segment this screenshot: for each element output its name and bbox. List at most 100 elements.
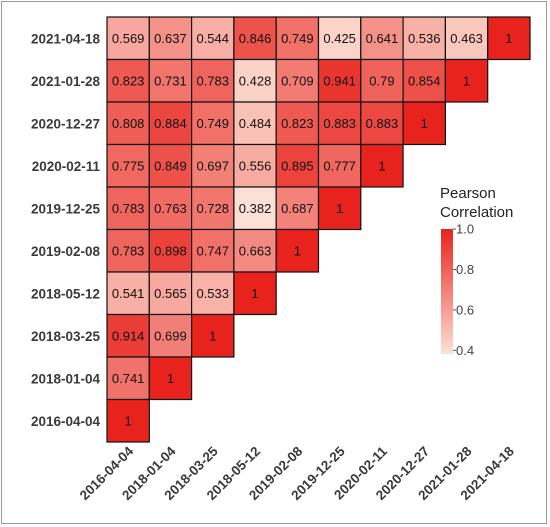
cell-value-label: 0.484 (239, 116, 272, 131)
cell-value-label: 0.425 (323, 31, 356, 46)
cell-value-label: 0.823 (112, 73, 145, 88)
cell-value-label: 0.854 (408, 73, 441, 88)
cell-value-label: 1 (294, 243, 301, 258)
cell-value-label: 0.536 (408, 31, 441, 46)
y-tick-label: 2021-04-18 (31, 31, 101, 46)
cell-value-label: 0.709 (281, 73, 314, 88)
heatmap-cell (148, 101, 193, 146)
legend-colorbar (441, 229, 453, 354)
cell-value-label: 0.663 (239, 243, 272, 258)
y-tick-label: 2019-12-25 (31, 201, 101, 216)
cell-value-label: 0.741 (112, 371, 145, 386)
heatmap-cell (106, 16, 150, 61)
cell-value-label: 0.697 (196, 158, 229, 173)
cell-value-label: 1 (251, 286, 258, 301)
cell-value-label: 0.541 (112, 286, 145, 301)
cell-value-label: 1 (505, 31, 512, 46)
cell-value-label: 0.783 (112, 243, 145, 258)
heatmap-cell (317, 58, 362, 103)
heatmap-cell (106, 228, 150, 273)
cell-value-label: 1 (209, 328, 216, 343)
legend-tick-label: 0.6 (456, 302, 474, 317)
cell-value-label: 1 (421, 116, 428, 131)
legend-title-line1: Pearson (440, 185, 496, 202)
cell-value-label: 0.763 (154, 201, 187, 216)
cell-value-label: 0.808 (112, 116, 145, 131)
cell-value-label: 0.731 (154, 73, 187, 88)
heatmap-cell (106, 186, 150, 231)
y-tick-label: 2020-02-11 (32, 159, 101, 174)
cell-value-label: 1 (463, 73, 470, 88)
heatmap-cell (191, 186, 235, 231)
cell-value-label: 0.783 (196, 73, 229, 88)
cell-value-label: 0.749 (281, 31, 314, 46)
cell-value-label: 0.79 (369, 73, 394, 88)
cell-value-label: 0.898 (154, 243, 187, 258)
cell-value-label: 0.883 (323, 116, 356, 131)
cell-value-label: 0.941 (323, 73, 356, 88)
legend-tick-label: 1.0 (456, 222, 474, 237)
heatmap-cell (191, 313, 235, 358)
cell-value-label: 0.728 (196, 201, 229, 216)
y-tick-label: 2016-04-04 (31, 414, 101, 429)
heatmap-cells: 0.569 0.637 0.544 0.846 0.749 0.425 0.641 0.536… (106, 16, 531, 443)
cell-value-label: 0.849 (154, 158, 187, 173)
y-axis-tick-labels: 2021-04-18 2021-01-28 2020-12-27 2020-02-11… (31, 31, 101, 429)
legend-ticks: 1.0 0.8 0.6 0.4 (453, 222, 474, 358)
y-tick-label: 2021-01-28 (31, 74, 101, 89)
cell-value-label: 0.382 (239, 201, 272, 216)
legend-tick-label: 0.8 (456, 262, 474, 277)
cell-value-label: 0.428 (239, 73, 272, 88)
cell-value-label: 1 (167, 371, 174, 386)
legend: Pearson Correlation 1.0 0.8 0.6 0.4 (440, 185, 513, 358)
heatmap-cell (487, 16, 531, 61)
heatmap-cell (275, 186, 320, 231)
heatmap-cell (275, 228, 320, 273)
heatmap-cell (444, 16, 489, 61)
legend-title-line2: Correlation (440, 204, 513, 221)
cell-value-label: 0.846 (239, 31, 272, 46)
heatmap-cell (106, 58, 150, 103)
y-tick-label: 2018-05-12 (31, 286, 100, 301)
cell-value-label: 0.544 (196, 31, 229, 46)
cell-value-label: 1 (125, 413, 132, 428)
cell-value-label: 0.895 (281, 158, 314, 173)
x-axis-tick-labels: 2016-04-042018-01-042018-03-252018-05-12… (77, 443, 517, 503)
heatmap-cell (233, 58, 277, 103)
heatmap-cell (233, 271, 277, 316)
heatmap-cell (106, 143, 150, 188)
heatmap-cell (106, 398, 150, 443)
heatmap-cell (360, 143, 404, 188)
cell-value-label: 0.747 (196, 243, 229, 258)
cell-value-label: 1 (378, 158, 385, 173)
heatmap-cell (444, 58, 489, 103)
cell-value-label: 0.637 (154, 31, 187, 46)
heatmap-cell (148, 271, 193, 316)
cell-value-label: 0.884 (154, 116, 187, 131)
cell-value-label: 0.883 (366, 116, 399, 131)
cell-value-label: 0.463 (450, 31, 483, 46)
cell-value-label: 0.914 (112, 328, 145, 343)
y-tick-label: 2018-03-25 (31, 329, 101, 344)
cell-value-label: 0.569 (112, 31, 145, 46)
heatmap-cell (275, 101, 320, 146)
y-tick-label: 2020-12-27 (31, 116, 100, 131)
heatmap-cell (275, 16, 320, 61)
cell-value-label: 1 (336, 201, 343, 216)
cell-value-label: 0.699 (154, 328, 187, 343)
cell-value-label: 0.641 (366, 31, 399, 46)
heatmap-cell (317, 101, 362, 146)
y-tick-label: 2018-01-04 (31, 371, 101, 386)
cell-value-label: 0.775 (112, 158, 145, 173)
heatmap-cell (191, 101, 235, 146)
cell-value-label: 0.783 (112, 201, 145, 216)
cell-value-label: 0.687 (281, 201, 314, 216)
heatmap-cell (233, 16, 277, 61)
heatmap-cell (191, 16, 235, 61)
y-tick-label: 2019-02-08 (31, 244, 101, 259)
heatmap-cell (148, 356, 193, 401)
cell-value-label: 0.533 (196, 286, 229, 301)
heatmap-cell (360, 101, 404, 146)
cell-value-label: 0.749 (196, 116, 229, 131)
heatmap-cell (402, 101, 447, 146)
